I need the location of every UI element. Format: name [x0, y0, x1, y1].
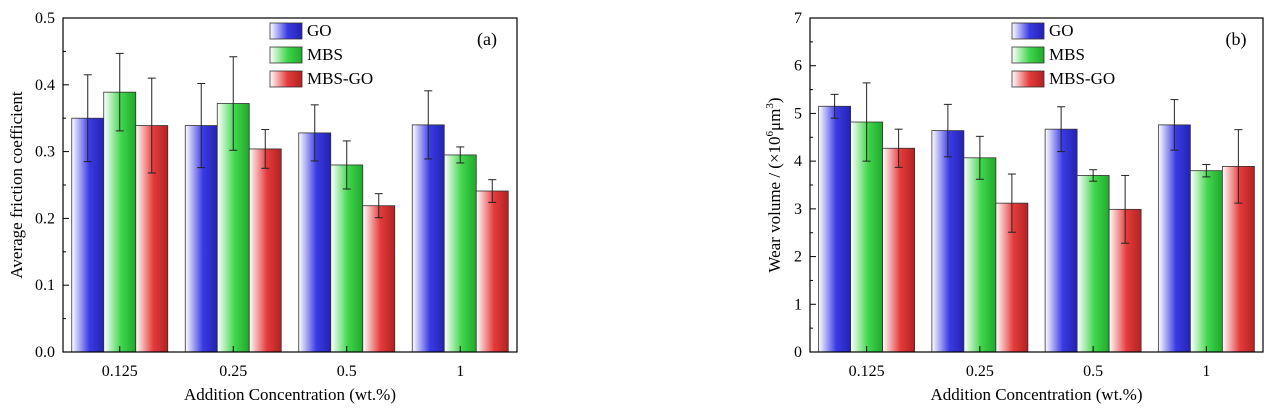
y-tick-label: 0.5	[35, 10, 55, 27]
x-tick-label: 0.5	[1083, 363, 1103, 380]
bar-mbs-0.25	[963, 157, 997, 353]
x-tick-label: 1	[1202, 363, 1210, 380]
bar-go-1	[1157, 124, 1191, 353]
bar-mbs-go-0.125	[882, 147, 916, 353]
y-axis-title-exponent: 6	[764, 130, 776, 136]
y-tick-label: 6	[794, 58, 802, 75]
legend-label-mbs-go: MBS-GO	[307, 69, 373, 88]
x-tick-label: 0.125	[849, 363, 885, 380]
chart-panel-b: 0 1 2 3 4 5 6 7 0.125 0.25 0.5 1 Addition Concentrat…	[764, 10, 1264, 404]
bar-mbs-0.5	[1076, 175, 1110, 353]
bar-mbs-1	[443, 154, 477, 353]
y-tick-label: 0.0	[35, 344, 55, 361]
panel-label: (a)	[477, 29, 497, 50]
legend-swatch-go	[269, 22, 303, 40]
y-axis-title-close: )	[765, 97, 784, 103]
y-axis-title-text: Wear volume / (×10	[765, 136, 784, 272]
bar-mbs-0.5	[330, 164, 364, 353]
legend-label-mbs: MBS	[307, 45, 343, 64]
y-tick-label: 0.4	[35, 77, 55, 94]
legend-swatch-mbs	[269, 46, 303, 64]
bar-go-0.125	[818, 105, 852, 353]
y-tick-label: 3	[794, 201, 802, 218]
legend-swatch-mbs	[1011, 46, 1045, 64]
legend-label-mbs: MBS	[1049, 45, 1085, 64]
x-tick-label: 0.125	[102, 363, 138, 380]
legend-label-mbs-go: MBS-GO	[1049, 69, 1115, 88]
bar-mbs-go-1	[475, 190, 509, 353]
x-tick-label: 0.25	[219, 363, 247, 380]
y-axis-title-unit: μm	[765, 109, 784, 131]
y-tick-label: 0	[794, 344, 802, 361]
y-tick-label: 2	[794, 249, 802, 266]
x-tick-label: 0.5	[337, 363, 357, 380]
y-axis-title-unit-exponent: 3	[764, 103, 776, 109]
chart-panel-a: 0.0 0.1 0.2 0.3 0.4 0.5 0.125 0.25 0.5 1 Addition …	[7, 10, 518, 404]
x-tick-label: 0.25	[966, 363, 994, 380]
legend-label-go: GO	[1049, 21, 1074, 40]
x-axis-title: Addition Concentration (wt.%)	[931, 385, 1143, 404]
bar-mbs-1	[1189, 170, 1223, 353]
bar-go-0.25	[931, 130, 965, 353]
legend-swatch-mbs-go	[1011, 70, 1045, 88]
bar-go-0.5	[1044, 128, 1078, 353]
y-tick-label: 5	[794, 105, 802, 122]
x-tick-label: 1	[456, 363, 464, 380]
y-tick-label: 0.1	[35, 277, 55, 294]
y-axis-title: Wear volume / (×106μm3)	[764, 97, 784, 272]
bar-go-0.5	[298, 132, 332, 353]
y-axis-title: Average friction coefficient	[7, 91, 26, 278]
y-tick-label: 0.3	[35, 144, 55, 161]
legend-label-go: GO	[307, 21, 332, 40]
bar-mbs-go-0.25	[248, 148, 282, 353]
bar-mbs-go-0.5	[362, 205, 396, 353]
y-tick-label: 1	[794, 296, 802, 313]
legend-swatch-go	[1011, 22, 1045, 40]
y-tick-label: 0.2	[35, 210, 55, 227]
y-tick-label: 7	[794, 10, 802, 27]
y-tick-label: 4	[794, 153, 802, 170]
x-axis-title: Addition Concentration (wt.%)	[184, 385, 396, 404]
legend-swatch-mbs-go	[269, 70, 303, 88]
panel-label: (b)	[1226, 29, 1247, 50]
